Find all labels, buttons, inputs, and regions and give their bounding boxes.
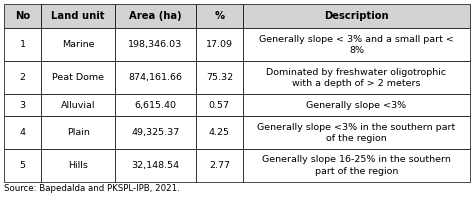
Text: Generally slope <3%: Generally slope <3% <box>306 101 407 109</box>
Bar <box>41 116 115 149</box>
Text: Hills: Hills <box>68 161 88 170</box>
Bar <box>196 116 243 149</box>
Text: Peat Dome: Peat Dome <box>52 73 104 82</box>
Text: 0.57: 0.57 <box>209 101 230 109</box>
Bar <box>41 4 115 28</box>
Bar <box>41 149 115 182</box>
Bar <box>41 28 115 61</box>
Text: 2.77: 2.77 <box>209 161 230 170</box>
Bar <box>4 94 41 116</box>
Bar <box>243 28 470 61</box>
Text: 1: 1 <box>20 40 26 49</box>
Text: Generally slope <3% in the southern part
of the region: Generally slope <3% in the southern part… <box>257 123 456 143</box>
Bar <box>4 4 41 28</box>
Bar <box>243 61 470 94</box>
Text: Source: Bapedalda and PKSPL-IPB, 2021.: Source: Bapedalda and PKSPL-IPB, 2021. <box>4 184 180 193</box>
Bar <box>115 94 196 116</box>
Text: 75.32: 75.32 <box>206 73 233 82</box>
Bar <box>243 4 470 28</box>
Bar <box>4 149 41 182</box>
Bar <box>196 4 243 28</box>
Bar <box>115 4 196 28</box>
Bar <box>4 116 41 149</box>
Text: Generally slope 16-25% in the southern
part of the region: Generally slope 16-25% in the southern p… <box>262 155 451 176</box>
Text: 4: 4 <box>20 128 26 137</box>
Bar <box>196 28 243 61</box>
Text: 4.25: 4.25 <box>209 128 230 137</box>
Bar <box>4 28 41 61</box>
Text: 5: 5 <box>20 161 26 170</box>
Bar <box>243 116 470 149</box>
Text: 2: 2 <box>20 73 26 82</box>
Text: 3: 3 <box>19 101 26 109</box>
Text: 874,161.66: 874,161.66 <box>128 73 182 82</box>
Text: 17.09: 17.09 <box>206 40 233 49</box>
Bar <box>115 61 196 94</box>
Text: Generally slope < 3% and a small part <
8%: Generally slope < 3% and a small part < … <box>259 35 454 55</box>
Bar <box>115 149 196 182</box>
Bar <box>196 149 243 182</box>
Bar <box>115 28 196 61</box>
Text: Dominated by freshwater oligotrophic
with a depth of > 2 meters: Dominated by freshwater oligotrophic wit… <box>266 68 447 88</box>
Text: 32,148.54: 32,148.54 <box>131 161 180 170</box>
Bar <box>41 94 115 116</box>
Text: Description: Description <box>324 11 389 21</box>
Text: Plain: Plain <box>67 128 90 137</box>
Text: Land unit: Land unit <box>52 11 105 21</box>
Text: 6,615.40: 6,615.40 <box>135 101 176 109</box>
Bar <box>4 61 41 94</box>
Text: No: No <box>15 11 30 21</box>
Bar <box>196 61 243 94</box>
Text: %: % <box>214 11 224 21</box>
Text: Area (ha): Area (ha) <box>129 11 182 21</box>
Bar <box>41 61 115 94</box>
Bar <box>196 94 243 116</box>
Text: Marine: Marine <box>62 40 94 49</box>
Text: 198,346.03: 198,346.03 <box>128 40 182 49</box>
Text: 49,325.37: 49,325.37 <box>131 128 180 137</box>
Bar <box>243 149 470 182</box>
Bar <box>243 94 470 116</box>
Bar <box>115 116 196 149</box>
Text: Alluvial: Alluvial <box>61 101 95 109</box>
